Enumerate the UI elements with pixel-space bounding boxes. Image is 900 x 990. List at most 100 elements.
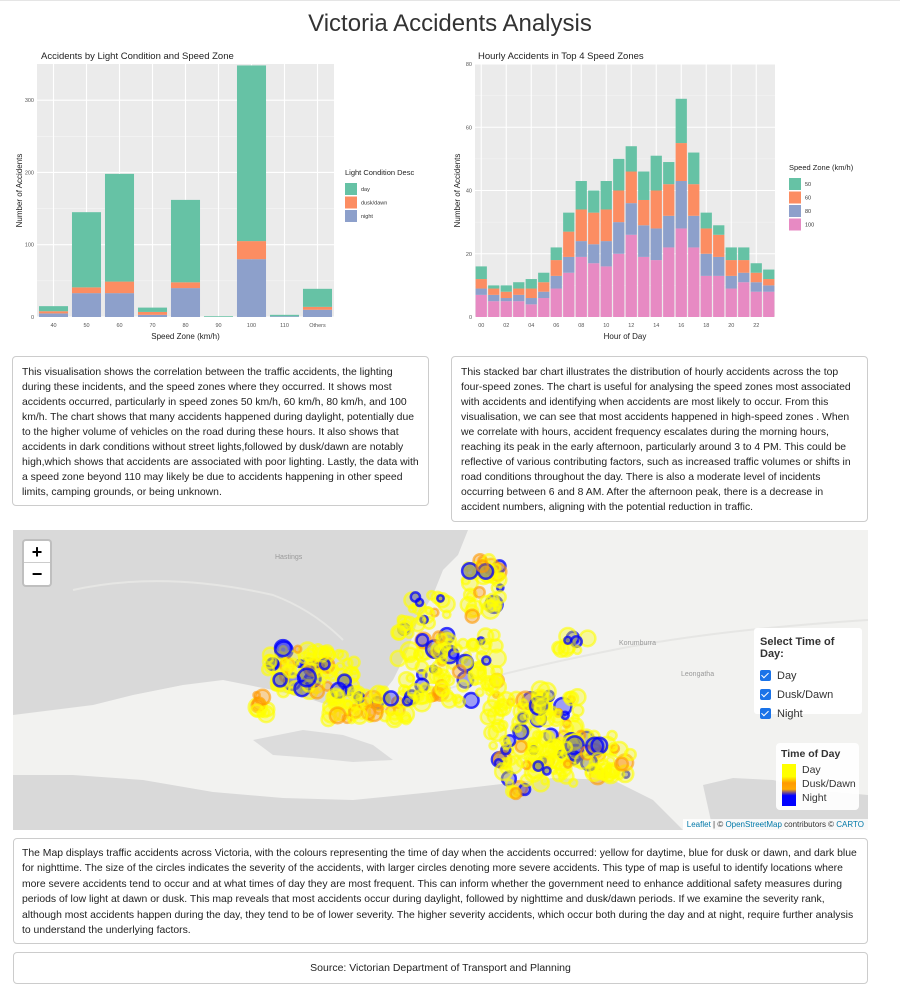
accident-marker[interactable] (533, 704, 543, 714)
accident-marker[interactable] (460, 561, 479, 580)
accident-marker[interactable] (469, 662, 486, 679)
accident-marker[interactable] (293, 679, 311, 698)
accident-marker[interactable] (487, 628, 501, 642)
accident-marker[interactable] (346, 684, 364, 702)
accident-marker[interactable] (562, 759, 573, 769)
accident-marker[interactable] (436, 593, 445, 603)
accident-marker[interactable] (608, 741, 619, 752)
accident-marker[interactable] (540, 776, 550, 786)
accident-marker[interactable] (572, 644, 583, 656)
carto-link[interactable]: CARTO (836, 820, 864, 829)
accident-marker[interactable] (453, 695, 467, 709)
accident-marker[interactable] (278, 644, 288, 655)
accident-marker[interactable] (482, 699, 501, 718)
accident-marker[interactable] (437, 654, 449, 665)
accident-marker[interactable] (342, 657, 354, 669)
accident-marker[interactable] (590, 751, 606, 768)
layer-option-day[interactable]: Day (760, 666, 856, 685)
accident-marker[interactable] (490, 571, 508, 589)
accident-marker[interactable] (488, 740, 499, 751)
accident-marker[interactable] (401, 695, 414, 707)
accident-marker[interactable] (313, 645, 330, 663)
leaflet-link[interactable]: Leaflet (686, 820, 711, 829)
accident-marker[interactable] (464, 608, 480, 624)
accident-marker[interactable] (296, 667, 317, 688)
accident-marker[interactable] (481, 655, 492, 666)
accident-marker[interactable] (474, 687, 485, 698)
layer-option-dusk-dawn[interactable]: Dusk/Dawn (760, 685, 856, 704)
night-checkbox[interactable] (760, 708, 771, 719)
accident-map[interactable]: Hastings Korumburra Leongatha + − Select… (13, 530, 868, 830)
accident-marker[interactable] (400, 713, 413, 726)
accident-marker[interactable] (532, 760, 545, 773)
accident-marker[interactable] (531, 730, 543, 741)
accident-marker[interactable] (465, 591, 476, 601)
accident-marker[interactable] (414, 659, 430, 675)
osm-link[interactable]: OpenStreetMap (725, 820, 782, 829)
accident-marker[interactable] (424, 606, 434, 616)
map-tiles[interactable] (13, 530, 868, 830)
accident-marker[interactable] (475, 559, 490, 574)
accident-marker[interactable] (273, 638, 293, 658)
accident-marker[interactable] (563, 690, 580, 707)
accident-marker[interactable] (541, 765, 552, 776)
accident-marker[interactable] (492, 589, 507, 605)
accident-marker[interactable] (519, 773, 534, 788)
accident-marker[interactable] (328, 689, 339, 700)
accident-marker[interactable] (440, 691, 458, 709)
accident-marker[interactable] (264, 653, 275, 664)
accident-marker[interactable] (487, 648, 507, 669)
accident-marker[interactable] (389, 649, 408, 668)
accident-marker[interactable] (406, 683, 425, 701)
accident-marker[interactable] (409, 591, 422, 603)
zoom-in-button[interactable]: + (24, 541, 50, 563)
day-checkbox[interactable] (760, 670, 771, 681)
accident-marker[interactable] (493, 761, 514, 782)
accident-marker[interactable] (537, 709, 556, 728)
accident-marker[interactable] (415, 614, 427, 626)
accident-marker[interactable] (559, 740, 574, 754)
layer-option-night[interactable]: Night (760, 704, 856, 723)
accident-marker[interactable] (571, 703, 585, 718)
accident-marker[interactable] (479, 637, 493, 651)
accident-marker[interactable] (441, 641, 452, 652)
accident-marker[interactable] (249, 703, 265, 718)
accident-marker[interactable] (527, 737, 542, 752)
accident-marker[interactable] (397, 670, 416, 689)
accident-marker[interactable] (512, 722, 523, 734)
accident-marker[interactable] (451, 664, 467, 680)
accident-marker[interactable] (326, 687, 345, 706)
accident-marker[interactable] (614, 756, 630, 772)
zoom-out-button[interactable]: − (31, 564, 43, 584)
accident-marker[interactable] (518, 698, 529, 709)
accident-marker[interactable] (473, 585, 486, 599)
accident-marker[interactable] (590, 736, 609, 755)
accident-marker[interactable] (351, 707, 369, 725)
accident-marker[interactable] (514, 710, 530, 726)
accident-marker[interactable] (558, 770, 568, 781)
accident-marker[interactable] (466, 637, 480, 651)
accident-marker[interactable] (396, 614, 407, 625)
accident-marker[interactable] (460, 655, 474, 669)
dusk-dawn-checkbox[interactable] (760, 689, 771, 700)
accident-marker[interactable] (563, 635, 573, 645)
accident-marker[interactable] (364, 702, 384, 723)
accident-markers[interactable] (247, 552, 637, 801)
accident-marker[interactable] (382, 690, 400, 707)
accident-marker[interactable] (343, 699, 353, 710)
accident-marker[interactable] (282, 663, 298, 679)
accident-marker[interactable] (390, 623, 408, 641)
accident-marker[interactable] (441, 609, 452, 620)
accident-marker[interactable] (514, 739, 529, 754)
accident-marker[interactable] (489, 672, 504, 688)
accident-marker[interactable] (348, 668, 361, 682)
accident-marker[interactable] (530, 680, 551, 700)
accident-marker[interactable] (388, 711, 402, 726)
accident-marker[interactable] (415, 633, 430, 648)
accident-marker[interactable] (509, 786, 523, 801)
accident-marker[interactable] (293, 644, 303, 654)
accident-marker[interactable] (328, 706, 347, 725)
accident-marker[interactable] (272, 672, 288, 688)
accident-marker[interactable] (321, 703, 342, 724)
accident-marker[interactable] (500, 739, 513, 751)
